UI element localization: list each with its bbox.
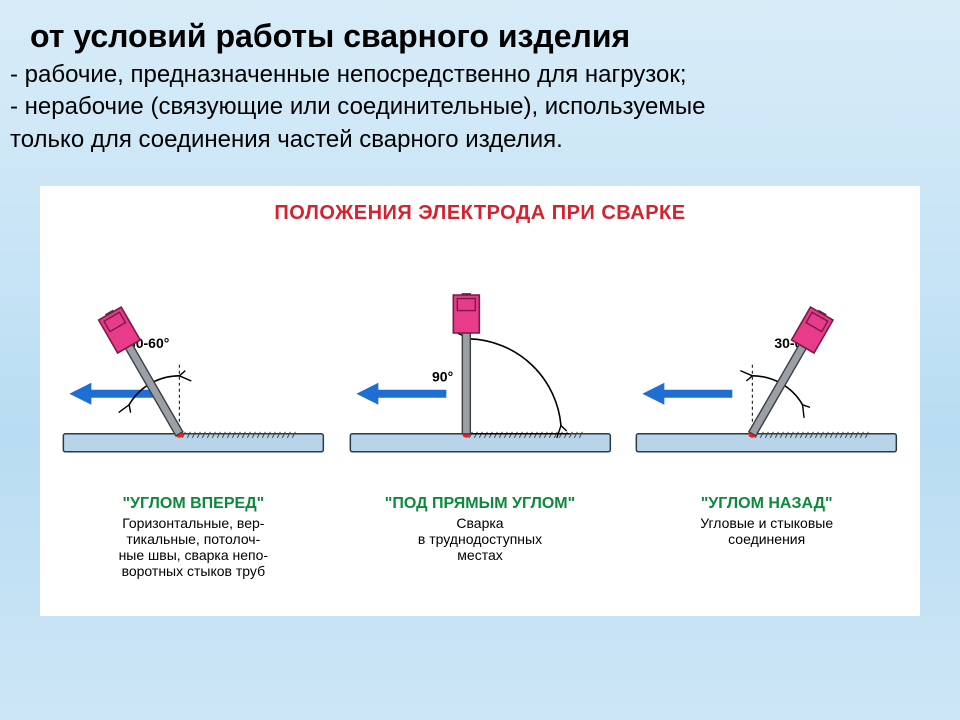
page-title: от условий работы сварного изделия (0, 0, 960, 59)
electrode-holder-cap (457, 299, 475, 311)
angle-arc-arrow (179, 371, 191, 381)
angle-arc (469, 339, 560, 426)
panel-title-back: "УГЛОМ НАЗАД" (623, 495, 910, 513)
angle-arc-arrow (741, 371, 753, 381)
angle-arc-arrow (119, 405, 131, 413)
direction-arrow-head (356, 383, 378, 405)
panel-desc-back: Угловые и стыковыесоединения (623, 513, 910, 547)
panel-back: 30-60° "УГЛОМ НАЗАД"Угловые и стыковыесо… (623, 231, 910, 591)
panel-desc-forward: Горизонтальные, вер-тикальные, потолоч-н… (50, 513, 337, 579)
bullet-list: - рабочие, предназначенные непосредствен… (0, 59, 960, 166)
diagram-container: ПОЛОЖЕНИЯ ЭЛЕКТРОДА ПРИ СВАРКЕ 30-60° "У… (40, 186, 920, 616)
bullet-2: - нерабочие (связующие или соединительны… (10, 91, 950, 123)
angle-arc-arrow (803, 405, 811, 418)
panel-title-forward: "УГЛОМ ВПЕРЕД" (50, 495, 337, 513)
panel-svg-forward: 30-60° (50, 231, 337, 491)
panel-right: 90° "ПОД ПРЯМЫМ УГЛОМ"Сваркав труднодост… (337, 231, 624, 591)
angle-label: 90° (432, 369, 453, 385)
panel-svg-back: 30-60° (623, 231, 910, 491)
bullet-3: только для соединения частей сварного из… (10, 124, 950, 156)
diagram-title: ПОЛОЖЕНИЯ ЭЛЕКТРОДА ПРИ СВАРКЕ (50, 202, 910, 225)
panel-forward: 30-60° "УГЛОМ ВПЕРЕД"Горизонтальные, вер… (50, 231, 337, 591)
direction-arrow-head (643, 383, 665, 405)
panel-desc-right: Сваркав труднодоступныхместах (337, 513, 624, 563)
panel-svg-right: 90° (337, 231, 624, 491)
bullet-1: - рабочие, предназначенные непосредствен… (10, 59, 950, 91)
direction-arrow-head (69, 383, 91, 405)
panel-title-right: "ПОД ПРЯМЫМ УГЛОМ" (337, 495, 624, 513)
